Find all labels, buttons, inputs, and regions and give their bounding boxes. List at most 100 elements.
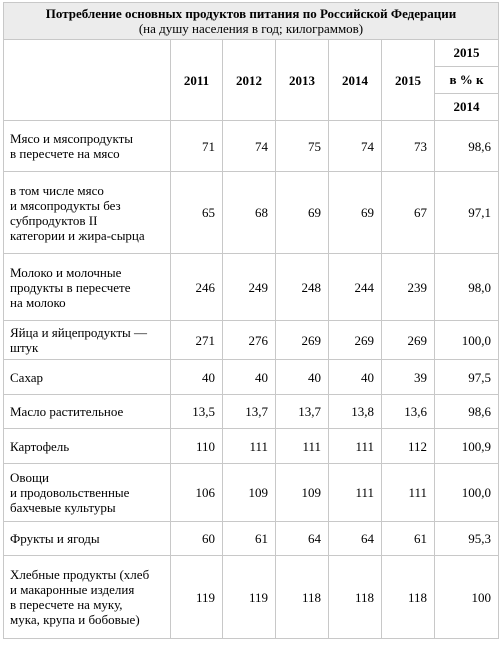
table-row: Масло растительное 13,5 13,7 13,7 13,8 13,6 98… [3, 394, 499, 429]
cell-value: 244 [328, 253, 382, 321]
table-container: Потребление основных продуктов питания п… [3, 2, 499, 639]
cell-value: 112 [381, 428, 435, 464]
cell-value: 68 [222, 171, 276, 254]
cell-value: 109 [275, 463, 329, 522]
cell-value: 74 [328, 120, 382, 172]
cell-percent: 100,0 [434, 320, 499, 360]
cell-value: 118 [328, 555, 382, 639]
header-year-2011: 2011 [170, 39, 223, 121]
row-label-line: и макаронные изделия [10, 582, 135, 597]
row-label-line: Молоко и молочные [10, 264, 122, 280]
table-row: Мясо и мясопродукты в пересчете на мясо 71… [3, 120, 499, 172]
header-year-2013: 2013 [275, 39, 329, 121]
header-percent-line-3: 2014 [453, 99, 480, 114]
cell-value: 13,7 [222, 394, 276, 429]
header-year-2014: 2014 [328, 39, 382, 121]
row-label-line: и продовольственные [10, 485, 130, 500]
row-label: в том числе мясо и мясопродукты без субпро… [3, 171, 171, 254]
cell-value: 74 [222, 120, 276, 172]
cell-value: 106 [170, 463, 223, 522]
header-percent-line-1: 2015 [435, 40, 498, 67]
cell-value: 64 [275, 521, 329, 556]
header-row: 2011 2012 2013 2014 2015 2015 в % к 2014 [3, 39, 499, 121]
header-empty-cell [3, 39, 171, 121]
cell-value: 269 [328, 320, 382, 360]
cell-value: 111 [275, 428, 329, 464]
cell-percent: 98,6 [434, 120, 499, 172]
cell-value: 119 [170, 555, 223, 639]
header-percent-change: 2015 в % к 2014 [434, 39, 499, 121]
title-text: Потребление основных продуктов питания п… [45, 6, 457, 21]
cell-value: 65 [170, 171, 223, 254]
cell-value: 246 [170, 253, 223, 321]
row-label-line: Картофель [10, 438, 70, 454]
cell-value: 111 [222, 428, 276, 464]
cell-value: 40 [222, 359, 276, 395]
cell-value: 269 [275, 320, 329, 360]
row-label-line: бахчевые культуры [10, 500, 116, 515]
cell-value: 13,7 [275, 394, 329, 429]
table-title: Потребление основных продуктов питания п… [3, 2, 499, 40]
row-label: Хлебные продукты (хлеб и макаронные издел… [3, 555, 171, 639]
row-label: Мясо и мясопродукты в пересчете на мясо [3, 120, 171, 172]
cell-percent: 95,3 [434, 521, 499, 556]
table-row: Картофель 110 111 111 111 112 100,9 [3, 428, 499, 464]
row-label: Сахар [3, 359, 171, 395]
cell-value: 118 [381, 555, 435, 639]
cell-value: 13,6 [381, 394, 435, 429]
cell-value: 71 [170, 120, 223, 172]
cell-value: 249 [222, 253, 276, 321]
header-year-2012: 2012 [222, 39, 276, 121]
row-label-line: Мясо и мясопродукты [10, 131, 133, 146]
title-row: Потребление основных продуктов питания п… [3, 2, 499, 40]
cell-value: 276 [222, 320, 276, 360]
table-row: Овощи и продовольственные бахчевые культур… [3, 463, 499, 522]
cell-value: 69 [328, 171, 382, 254]
cell-value: 60 [170, 521, 223, 556]
cell-percent: 100,0 [434, 463, 499, 522]
cell-value: 73 [381, 120, 435, 172]
row-label-line: субпродуктов II [10, 212, 98, 228]
row-label-line: штук [10, 340, 39, 355]
cell-percent: 97,5 [434, 359, 499, 395]
row-label-line: категории и жира-сырца [10, 227, 145, 243]
cell-value: 239 [381, 253, 435, 321]
row-label-line: Овощи [10, 470, 49, 485]
cell-value: 110 [170, 428, 223, 464]
cell-value: 248 [275, 253, 329, 321]
row-label: Овощи и продовольственные бахчевые культур… [3, 463, 171, 522]
cell-value: 111 [328, 428, 382, 464]
cell-percent: 100 [434, 555, 499, 639]
table-row: Сахар 40 40 40 40 39 97,5 [3, 359, 499, 395]
row-label-line: Хлебные продукты (хлеб [10, 567, 150, 582]
row-label-line: на молоко [10, 294, 66, 310]
table-body: Мясо и мясопродукты в пересчете на мясо 71… [3, 120, 499, 639]
table-row: Молоко и молочные продукты в пересчете на … [3, 253, 499, 321]
cell-value: 13,8 [328, 394, 382, 429]
cell-value: 269 [381, 320, 435, 360]
table-row: в том числе мясо и мясопродукты без субпро… [3, 171, 499, 254]
row-label: Картофель [3, 428, 171, 464]
row-label: Масло растительное [3, 394, 171, 429]
row-label-line: продукты в пересчете [10, 279, 131, 295]
row-label-line: мука, крупа и бобовые) [10, 612, 140, 627]
cell-value: 40 [275, 359, 329, 395]
row-label-line: в пересчете на мясо [10, 146, 120, 161]
cell-percent: 100,9 [434, 428, 499, 464]
cell-percent: 98,0 [434, 253, 499, 321]
row-label-line: Яйца и яйцепродукты — [10, 325, 147, 340]
cell-value: 61 [381, 521, 435, 556]
row-label-line: Масло растительное [10, 404, 124, 419]
row-label-line: Сахар [10, 369, 44, 385]
row-label-line: в том числе мясо [10, 182, 104, 198]
table-row: Хлебные продукты (хлеб и макаронные издел… [3, 555, 499, 639]
cell-value: 40 [170, 359, 223, 395]
row-label: Яйца и яйцепродукты — штук [3, 320, 171, 360]
cell-value: 109 [222, 463, 276, 522]
cell-value: 119 [222, 555, 276, 639]
table-row: Яйца и яйцепродукты — штук 271 276 269 269 269… [3, 320, 499, 360]
cell-value: 111 [328, 463, 382, 522]
row-label-line: и мясопродукты без [10, 197, 121, 213]
cell-value: 271 [170, 320, 223, 360]
cell-value: 75 [275, 120, 329, 172]
